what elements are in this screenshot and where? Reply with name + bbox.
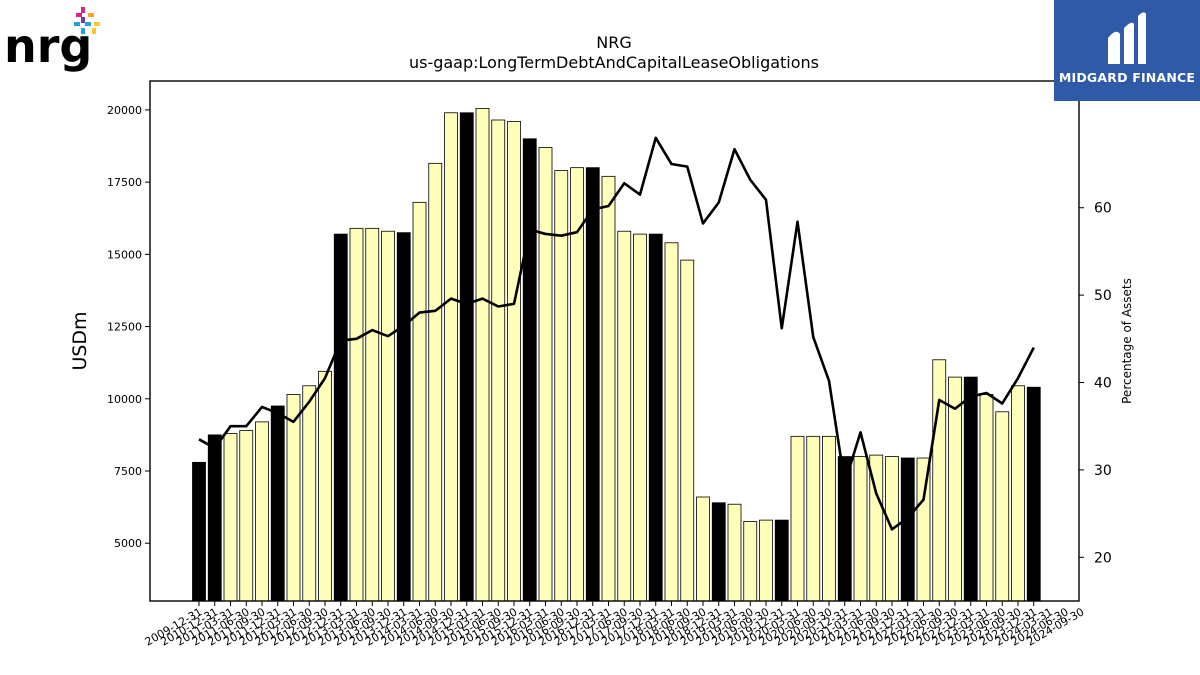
midgard-logo-icon [1108, 12, 1146, 65]
bar [507, 121, 521, 602]
bar [916, 457, 931, 602]
chart-title: NRG [596, 33, 631, 52]
bar [522, 138, 537, 602]
nrg-logo-text: nrg [4, 19, 92, 72]
midgard-finance-text: MIDGARD FINANCE [1058, 70, 1196, 85]
bar [428, 162, 443, 602]
bar-series [192, 108, 1041, 602]
y-tick-label: 15000 [107, 248, 142, 261]
x-axis-ticks: 2009-12-312010-12-312011-03-312011-06-30… [143, 601, 1087, 649]
right-axis-ticks: 20 30 40 50 60 [1079, 201, 1112, 566]
bar [948, 376, 962, 602]
y2-tick-label: 30 [1094, 463, 1112, 479]
bar [790, 435, 805, 602]
bar [491, 119, 506, 602]
y2-tick-label: 20 [1094, 550, 1112, 566]
y-tick-label: 7500 [114, 465, 142, 478]
bar [585, 167, 600, 602]
bar [680, 259, 695, 602]
y-tick-label: 10000 [107, 393, 142, 406]
bar [932, 359, 947, 602]
bar [963, 376, 978, 602]
bar [333, 233, 348, 602]
nrg-logo-mark [74, 7, 100, 34]
bar [475, 108, 490, 602]
y2-tick-label: 40 [1094, 376, 1112, 392]
bar [601, 175, 616, 602]
y2-tick-label: 50 [1094, 288, 1112, 304]
bar [664, 242, 679, 602]
percentage-of-assets-line [198, 136, 1035, 531]
bar [444, 112, 458, 602]
chart-subtitle: us-gaap:LongTermDebtAndCapitalLeaseOblig… [409, 53, 819, 72]
bar [900, 457, 915, 602]
bar [223, 433, 238, 602]
bar [822, 435, 836, 602]
bar [412, 201, 427, 602]
bar [979, 394, 994, 602]
bar [727, 503, 742, 602]
y2-tick-label: 60 [1094, 201, 1112, 217]
bar [774, 519, 789, 602]
y2-axis-label: Percentage of Assets [1120, 278, 1134, 404]
bar [853, 456, 868, 602]
y-tick-label: 20000 [107, 104, 142, 117]
left-axis-ticks: 5000 7500 10000 12500 15000 17500 20000 [107, 104, 150, 550]
bar [192, 461, 206, 602]
bar [207, 434, 222, 602]
bar [617, 230, 632, 602]
plot-frame [149, 80, 1080, 602]
bar [318, 370, 332, 602]
bar [1011, 385, 1025, 602]
bar [648, 233, 663, 602]
y-tick-label: 17500 [107, 176, 142, 189]
bar [759, 519, 773, 602]
y-axis-label: USDm [69, 311, 91, 370]
bar [396, 232, 411, 602]
bar [696, 496, 710, 602]
bar [633, 233, 647, 602]
bar [255, 421, 269, 602]
bar [459, 112, 474, 602]
bar [286, 394, 301, 602]
nrg-logo: nrg [4, 6, 104, 73]
bar [995, 411, 1010, 602]
bar [806, 435, 821, 602]
bar [743, 521, 758, 602]
y-tick-label: 12500 [107, 321, 142, 334]
y-tick-label: 5000 [114, 537, 142, 550]
bar [711, 502, 726, 602]
bar [239, 430, 254, 602]
bar [1026, 386, 1041, 602]
bar [381, 230, 395, 602]
bar [365, 227, 380, 602]
bar [538, 147, 553, 602]
midgard-finance-badge: MIDGARD FINANCE [1054, 0, 1200, 101]
bar [349, 227, 364, 602]
bar [270, 405, 285, 602]
bar [302, 385, 317, 602]
